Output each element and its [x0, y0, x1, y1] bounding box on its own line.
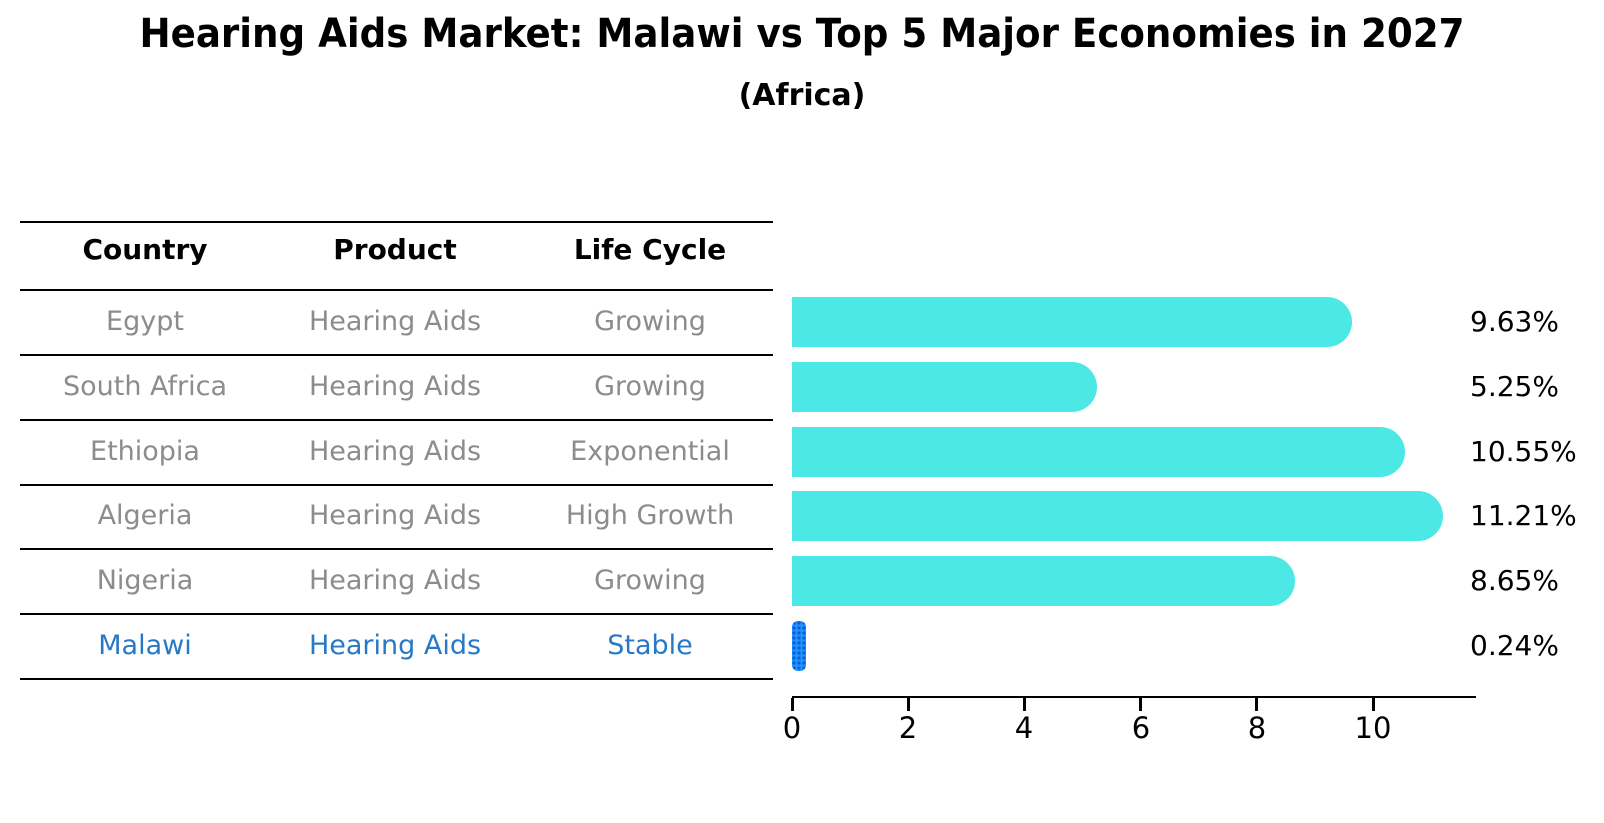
cell-product: Hearing Aids [308, 565, 482, 596]
cell-product: Hearing Aids [308, 371, 482, 402]
bar-nigeria [792, 556, 1295, 606]
cell-life-cycle: Growing [594, 371, 706, 402]
chart-subtitle: (Africa) [738, 78, 866, 113]
x-axis-tick-label: 6 [1131, 711, 1151, 745]
x-axis-tick-label: 0 [782, 711, 802, 745]
column-header-product: Product [333, 233, 457, 266]
x-axis-tick [1372, 698, 1375, 711]
cell-product: Hearing Aids [308, 500, 482, 531]
x-axis-line [792, 696, 1476, 698]
cell-life-cycle: Exponential [570, 436, 730, 467]
x-axis-tick [1023, 698, 1026, 711]
cell-country: Egypt [106, 306, 184, 337]
x-axis-tick-label: 8 [1247, 711, 1267, 745]
table-rule [20, 419, 773, 421]
column-header-country: Country [82, 233, 208, 266]
bar-egypt [792, 297, 1352, 347]
table-rule-header [20, 289, 773, 291]
cell-country: Nigeria [96, 565, 194, 596]
bar-malawi [792, 621, 806, 671]
cell-life-cycle: Stable [607, 630, 693, 661]
cell-country: Malawi [98, 630, 192, 661]
value-label-algeria: 11.21% [1470, 499, 1577, 532]
x-axis-tick-label: 4 [1014, 711, 1034, 745]
column-header-life-cycle: Life Cycle [573, 233, 727, 266]
x-axis-tick [791, 698, 794, 711]
table-rule [20, 613, 773, 615]
value-label-nigeria: 8.65% [1470, 564, 1559, 597]
chart-title: Hearing Aids Market: Malawi vs Top 5 Maj… [139, 11, 1465, 57]
cell-country: Algeria [97, 500, 193, 531]
table-rule [20, 354, 773, 356]
x-axis-tick [907, 698, 910, 711]
table-rule [20, 484, 773, 486]
cell-product: Hearing Aids [308, 630, 482, 661]
table-rule-top [20, 221, 773, 223]
value-label-malawi: 0.24% [1470, 629, 1559, 662]
cell-life-cycle: Growing [594, 306, 706, 337]
value-label-egypt: 9.63% [1470, 305, 1559, 338]
cell-product: Hearing Aids [308, 306, 482, 337]
cell-product: Hearing Aids [308, 436, 482, 467]
cell-country: Ethiopia [90, 436, 200, 467]
x-axis-tick [1255, 698, 1258, 711]
cell-life-cycle: High Growth [565, 500, 735, 531]
bar-south-africa [792, 362, 1097, 412]
table-rule [20, 548, 773, 550]
bar-algeria [792, 491, 1443, 541]
cell-country: South Africa [62, 371, 228, 402]
value-label-ethiopia: 10.55% [1470, 435, 1577, 468]
x-axis-tick-label: 10 [1354, 711, 1392, 745]
cell-life-cycle: Growing [594, 565, 706, 596]
table-rule-bottom [20, 678, 773, 680]
value-label-south-africa: 5.25% [1470, 370, 1559, 403]
x-axis-tick [1139, 698, 1142, 711]
bar-ethiopia [792, 427, 1405, 477]
x-axis-tick-label: 2 [898, 711, 918, 745]
